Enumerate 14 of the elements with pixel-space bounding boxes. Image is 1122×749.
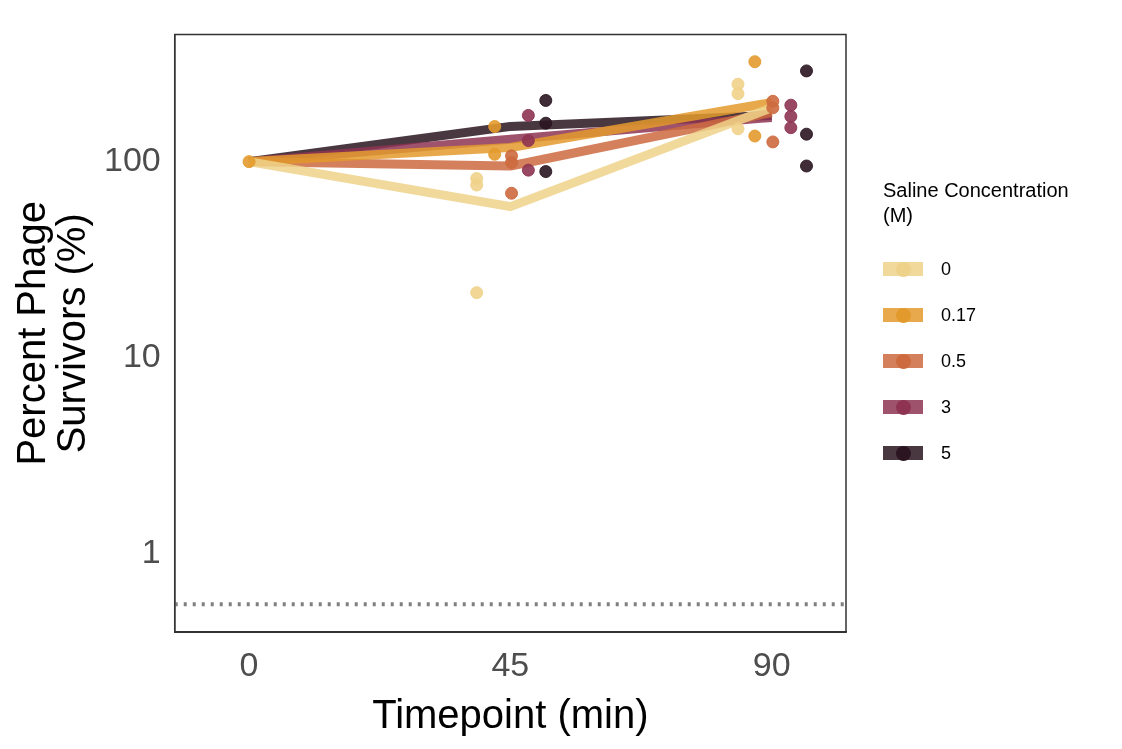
legend-label: 0.5: [941, 350, 967, 372]
y-tick-label: 100: [103, 140, 161, 179]
legend-label: 0: [941, 258, 952, 280]
x-tick-label: 45: [491, 644, 530, 683]
legend-label: 5: [941, 442, 952, 464]
y-tick-label: 10: [122, 336, 161, 375]
x-tick-label: 0: [239, 644, 259, 683]
x-axis-title: Timepoint (min): [372, 692, 649, 737]
x-tick-label: 90: [752, 644, 791, 683]
legend-label: 3: [941, 396, 952, 418]
legend-title: Saline Concentration (M): [883, 178, 1070, 228]
y-axis-title: Percent Phage Survivors (%): [9, 200, 94, 466]
y-tick-label: 1: [141, 532, 161, 571]
legend-label: 0.17: [941, 304, 977, 326]
